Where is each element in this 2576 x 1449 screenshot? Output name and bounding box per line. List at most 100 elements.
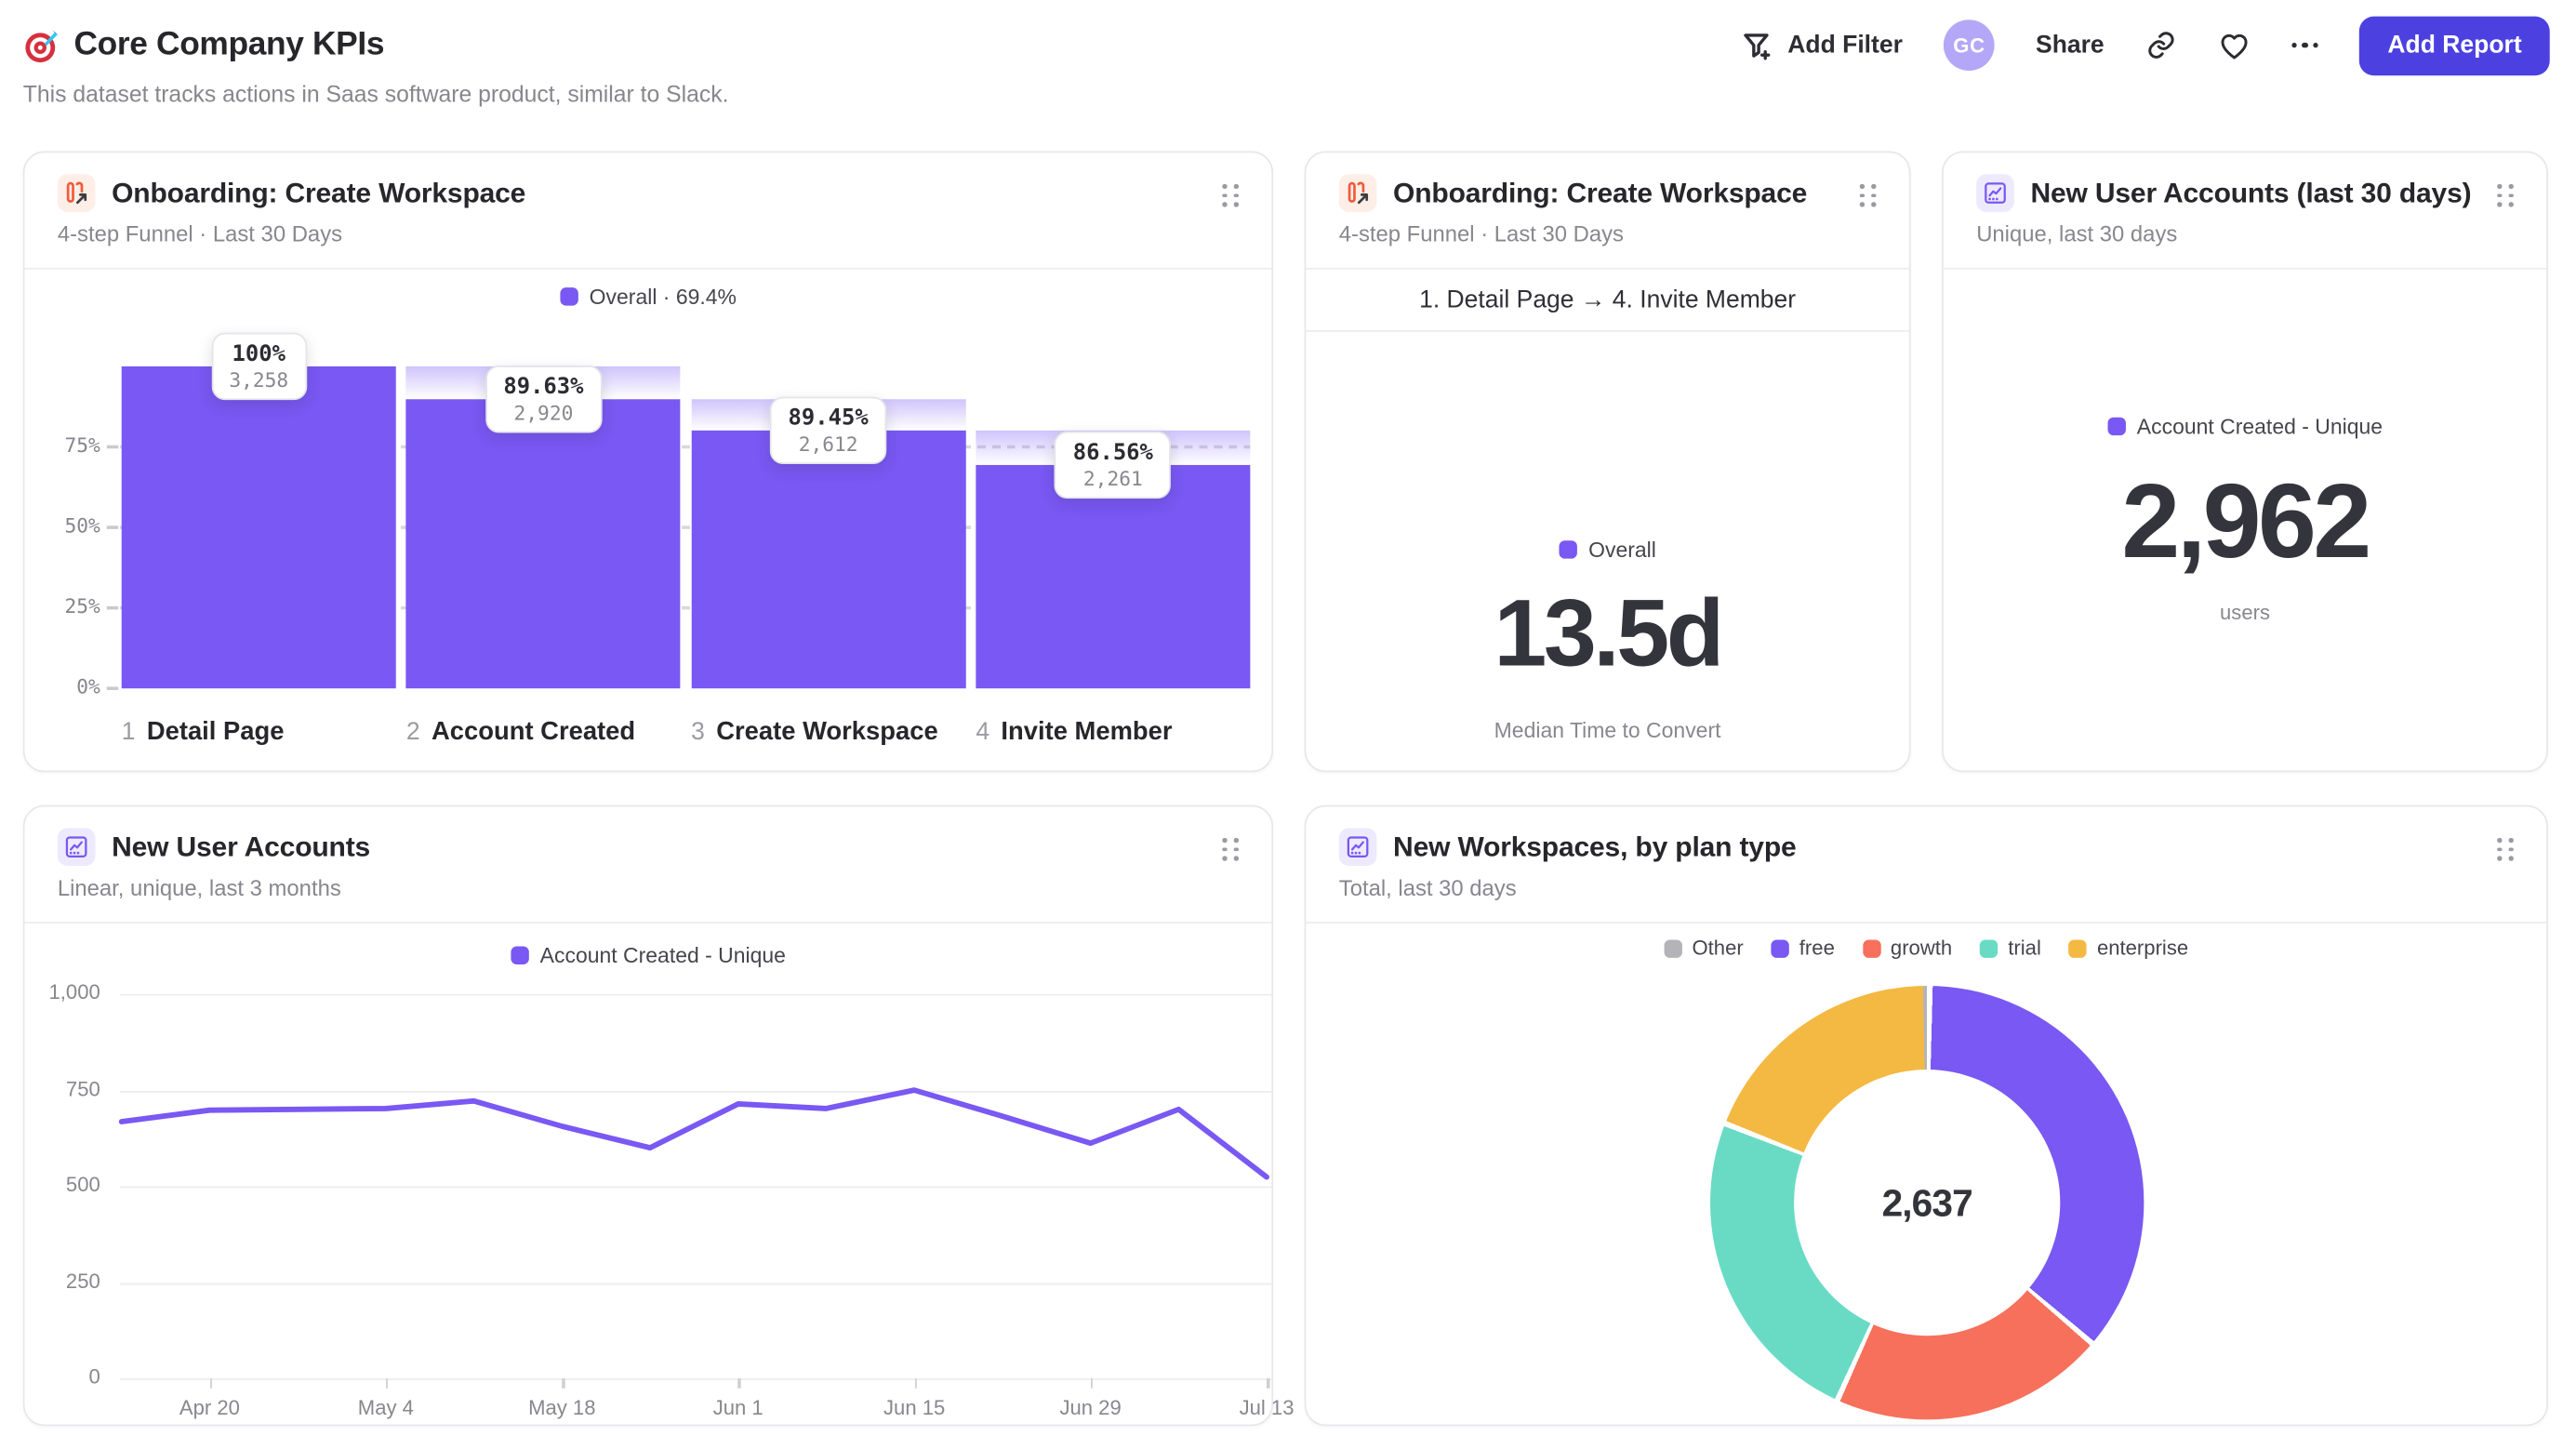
funnel-bar[interactable]: [405, 399, 681, 689]
page-title: Core Company KPIs: [73, 26, 385, 63]
chart-legend[interactable]: Overall: [1306, 538, 1908, 562]
drag-handle-icon[interactable]: [1856, 180, 1879, 210]
donut-chart[interactable]: 2,637: [1710, 985, 2144, 1420]
insights-report-icon: [57, 828, 96, 866]
legend-label: Account Created - Unique: [2136, 414, 2383, 439]
copy-link-button[interactable]: [2145, 30, 2177, 61]
link-icon: [2145, 30, 2177, 61]
card-accounts-trend: New User Accounts Linear, unique, last 3…: [22, 804, 1295, 1428]
metric-caption: Median Time to Convert: [1494, 717, 1721, 743]
funnel-bar[interactable]: [121, 366, 396, 689]
legend-label: enterprise: [2096, 936, 2189, 960]
legend-label: Overall · 69.4%: [589, 284, 737, 310]
drag-handle-icon[interactable]: [1219, 180, 1242, 210]
x-axis-label: Jun 15: [883, 1396, 946, 1420]
heart-icon: [2218, 29, 2251, 61]
funnel-conversion-pct: 100%: [232, 340, 285, 367]
x-axis-label: Jun 29: [1059, 1396, 1122, 1420]
step-name: Detail Page: [146, 717, 285, 747]
funnel-gridline: [119, 605, 1251, 610]
more-button[interactable]: [2291, 42, 2319, 48]
line-gridline: [119, 1090, 1274, 1092]
card-trend-body: Account Created - Unique 0 250 500 750 1,000…: [24, 924, 1295, 1428]
funnel-report-icon: [1338, 174, 1377, 212]
legend-swatch: [510, 946, 529, 964]
y-axis-label: 750: [65, 1076, 100, 1100]
drag-handle-icon[interactable]: [1219, 834, 1242, 864]
x-axis-tick: [385, 1378, 389, 1389]
y-axis-tick: [106, 445, 119, 449]
legend-label: free: [1799, 936, 1835, 960]
filter-plus-icon: [1742, 29, 1774, 61]
x-axis-tick: [209, 1378, 213, 1389]
y-axis-label: 25%: [64, 594, 100, 618]
x-axis-tick: [914, 1378, 917, 1389]
legend-swatch: [559, 287, 578, 306]
x-axis-label: Apr 20: [179, 1396, 240, 1420]
funnel-conversion-pct: 86.56%: [1072, 439, 1153, 466]
funnel-step-label: 4 Invite Member: [976, 718, 1172, 748]
card-time-to-convert: Onboarding: Create Workspace 4-step Funn…: [1304, 151, 1911, 773]
donut-legend-item[interactable]: trial: [1980, 937, 2041, 960]
funnel-chart: 0% 25% 50% 75% 100% 3,258 1 Detail Page 89.63% 2,…: [24, 270, 1271, 771]
user-avatar[interactable]: GC: [1944, 20, 1995, 71]
y-axis-tick: [106, 605, 119, 610]
donut-legend-item[interactable]: free: [1771, 936, 1835, 960]
x-axis-label: May 18: [528, 1396, 596, 1420]
card-workspaces: New Workspaces, by plan type Total, last…: [1304, 804, 2548, 1427]
chart-legend[interactable]: Account Created - Unique: [1944, 414, 2546, 439]
y-axis-label: 75%: [64, 433, 100, 458]
legend-label: Overall: [1588, 537, 1656, 563]
chart-legend[interactable]: Overall · 69.4%: [24, 285, 1271, 309]
funnel-step-label: 1 Detail Page: [122, 718, 285, 748]
legend-swatch: [1559, 540, 1577, 559]
chart-legend[interactable]: Account Created - Unique: [24, 943, 1271, 968]
funnel-bar-tooltip: 86.56% 2,261: [1055, 431, 1172, 499]
add-report-button[interactable]: Add Report: [2359, 15, 2550, 75]
line-gridline: [119, 1378, 1274, 1380]
trend-line[interactable]: [24, 924, 1271, 1428]
page-subtitle: This dataset tracks actions in Saas soft…: [22, 80, 729, 107]
legend-label: trial: [2008, 936, 2041, 960]
legend-swatch: [2068, 938, 2088, 958]
step-name: Account Created: [432, 717, 636, 747]
funnel-bar-tooltip: 89.63% 2,920: [485, 366, 602, 434]
donut-legend-item[interactable]: enterprise: [2068, 936, 2189, 960]
card-subtitle: Total, last 30 days: [1338, 875, 1517, 901]
drag-handle-icon[interactable]: [2494, 834, 2517, 864]
donut-legend-item[interactable]: Other: [1664, 937, 1744, 960]
card-funnel-body: Overall · 69.4% 0% 25% 50% 75% 100% 3,258 1 Det…: [24, 270, 1271, 771]
y-axis-label: 1,000: [48, 980, 100, 1004]
funnel-bar[interactable]: [691, 430, 966, 689]
card-workspaces-body: Other free growth trial enterprise 2,637: [1306, 924, 2546, 1425]
line-gridline: [119, 1186, 1274, 1189]
metric-value: 2,962: [2121, 461, 2371, 580]
x-axis-tick: [562, 1378, 564, 1389]
drag-handle-icon[interactable]: [2494, 180, 2517, 210]
funnel-bar-tooltip: 89.45% 2,612: [770, 396, 887, 464]
favorite-button[interactable]: [2218, 29, 2251, 61]
line-gridline: [119, 993, 1274, 996]
funnel-bar-tooltip: 100% 3,258: [210, 332, 307, 401]
step-number: 4: [976, 717, 990, 747]
card-convert-header: Onboarding: Create Workspace 4-step Funn…: [1306, 153, 1909, 270]
card-subtitle: 4-step Funnel · Last 30 Days: [57, 221, 343, 246]
card-title: New User Accounts (last 30 days): [2030, 176, 2472, 208]
step-name: Create Workspace: [716, 717, 938, 747]
insights-report-icon: [1976, 174, 2014, 212]
card-subtitle: 4-step Funnel · Last 30 Days: [1338, 221, 1624, 246]
funnel-bar[interactable]: [976, 464, 1251, 689]
step-number: 3: [691, 717, 705, 747]
step-number: 1: [121, 717, 136, 747]
add-filter-button[interactable]: Add Filter: [1742, 29, 1903, 61]
y-axis-label: 0: [88, 1365, 100, 1389]
metric-value: 13.5d: [1494, 579, 1724, 687]
cards-grid: Onboarding: Create Workspace 4-step Funn…: [0, 151, 2576, 1428]
funnel-count: 2,261: [1082, 467, 1143, 491]
share-button[interactable]: Share: [2036, 31, 2105, 60]
card-convert-body: 1. Detail Page → 4. Invite Member Overal…: [1306, 270, 1909, 771]
card-trend-header: New User Accounts Linear, unique, last 3…: [24, 806, 1272, 924]
line-chart: 0 250 500 750 1,000 Apr 20 May 4 May 18 Jun 1 Jun…: [24, 924, 1295, 1428]
donut-legend-item[interactable]: growth: [1862, 937, 1952, 960]
